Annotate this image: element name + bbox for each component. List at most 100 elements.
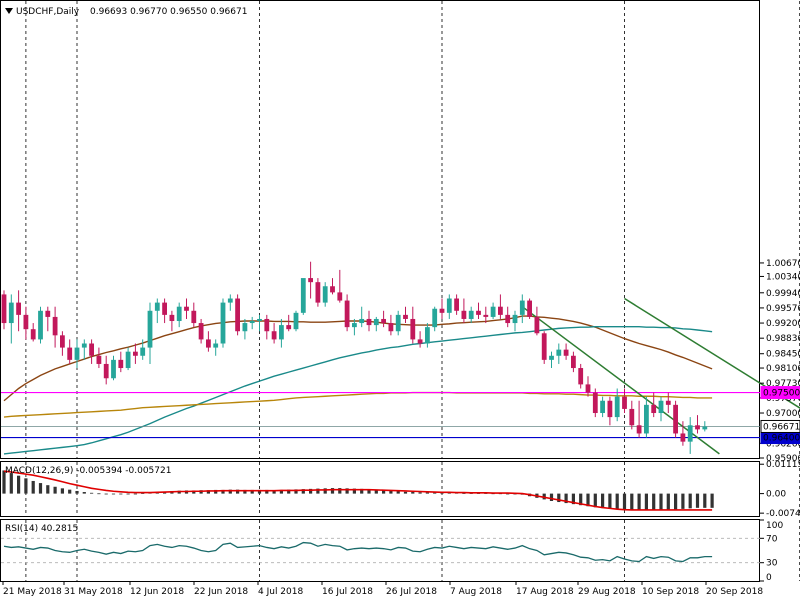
rsi-tick-label: 100 <box>766 521 783 531</box>
macd-bar <box>608 493 612 509</box>
macd-bar <box>360 488 364 494</box>
macd-bar <box>418 492 422 494</box>
candle <box>432 306 438 332</box>
candle-body <box>242 323 248 332</box>
macd-bar <box>440 492 444 494</box>
candle <box>191 302 197 328</box>
macd-bar <box>338 488 342 494</box>
candle <box>89 339 94 364</box>
candle-body <box>527 300 532 317</box>
rsi-title: RSI(14) 40.2815 <box>5 524 78 534</box>
time-tick-label: 16 Jul 2018 <box>322 587 373 597</box>
macd-bar <box>403 491 408 494</box>
candle <box>133 343 138 364</box>
macd-bar <box>9 473 13 494</box>
macd-bar <box>2 470 6 494</box>
candle <box>344 294 350 332</box>
candle-body <box>446 298 452 313</box>
macd-bar <box>82 492 86 494</box>
candle-body <box>658 400 664 414</box>
candle-body <box>498 306 503 315</box>
candle-body <box>293 312 299 330</box>
candle <box>614 388 620 422</box>
macd-bar <box>272 490 276 494</box>
candle <box>644 396 649 438</box>
candle-body <box>644 404 649 434</box>
macd-bar <box>557 493 561 503</box>
candle-body <box>352 323 357 328</box>
candle-body <box>563 349 569 356</box>
candle-body <box>417 339 423 344</box>
macd-bar <box>389 490 393 494</box>
macd-bar <box>68 489 72 494</box>
candle-body <box>206 339 211 348</box>
candle-body <box>111 359 116 379</box>
channel-line-2 <box>624 297 800 409</box>
candle <box>184 298 189 319</box>
rsi-tick-label: 70 <box>766 534 778 544</box>
candle-body <box>512 314 518 324</box>
macd-pane: 0.011158 0.00 -0.007417 MACD(12,26,9) -0.0… <box>0 460 800 519</box>
macd-bar <box>637 493 641 511</box>
candle-body <box>468 310 474 319</box>
candle-body <box>125 351 131 369</box>
candle <box>665 392 671 414</box>
price-tick-label: 0.96260 <box>766 439 800 449</box>
candle-body <box>191 310 197 324</box>
candle <box>373 316 379 332</box>
candle-body <box>337 292 343 301</box>
candle-body <box>169 314 175 322</box>
macd-bar <box>38 483 43 494</box>
macd-title: MACD(12,26,9) -0.005394 -0.005721 <box>5 466 171 476</box>
candle <box>527 298 532 319</box>
candle-body <box>23 314 29 330</box>
price-pane-frame <box>0 0 760 459</box>
candle <box>498 294 503 319</box>
price-tick-label: 0.98100 <box>766 364 800 374</box>
candle-body <box>103 363 109 379</box>
candle <box>658 396 664 422</box>
macd-bar <box>53 486 57 494</box>
candle <box>257 314 262 332</box>
macd-bar <box>549 493 554 501</box>
time-tick-label: 7 Aug 2018 <box>450 587 502 597</box>
macd-bar <box>126 493 130 495</box>
candle <box>454 294 459 315</box>
candle <box>600 396 605 418</box>
candle <box>118 351 124 373</box>
collapse-triangle-icon[interactable] <box>5 8 13 14</box>
candle-body <box>147 310 153 348</box>
candle-body <box>571 355 576 369</box>
candle <box>629 400 635 430</box>
candle-body <box>162 302 167 315</box>
candle-body <box>359 318 365 324</box>
candle-body <box>439 308 445 313</box>
candle <box>60 331 65 356</box>
candle-body <box>60 335 65 348</box>
candle <box>403 306 408 324</box>
candle <box>468 306 474 324</box>
candle-body <box>257 318 262 322</box>
horizontal-levels <box>1 391 760 439</box>
candle <box>578 363 584 389</box>
candle <box>300 278 306 315</box>
candle-body <box>89 343 94 356</box>
candle <box>541 331 547 364</box>
macd-bar <box>695 493 700 508</box>
macd-bar <box>24 478 28 494</box>
candle-body <box>133 351 138 356</box>
candle <box>395 310 401 336</box>
candle <box>23 306 29 340</box>
candle-body <box>483 314 489 317</box>
candle-body <box>425 327 430 344</box>
time-tick-label: 4 Jul 2018 <box>258 587 303 597</box>
macd-bar <box>279 489 283 494</box>
candle <box>81 339 87 360</box>
candle-body <box>1 294 7 324</box>
candle-body <box>322 286 328 303</box>
candle <box>330 278 335 295</box>
candle <box>213 339 219 356</box>
candle-body <box>680 433 686 442</box>
candle <box>680 421 686 446</box>
rsi-pane-frame <box>0 519 760 582</box>
